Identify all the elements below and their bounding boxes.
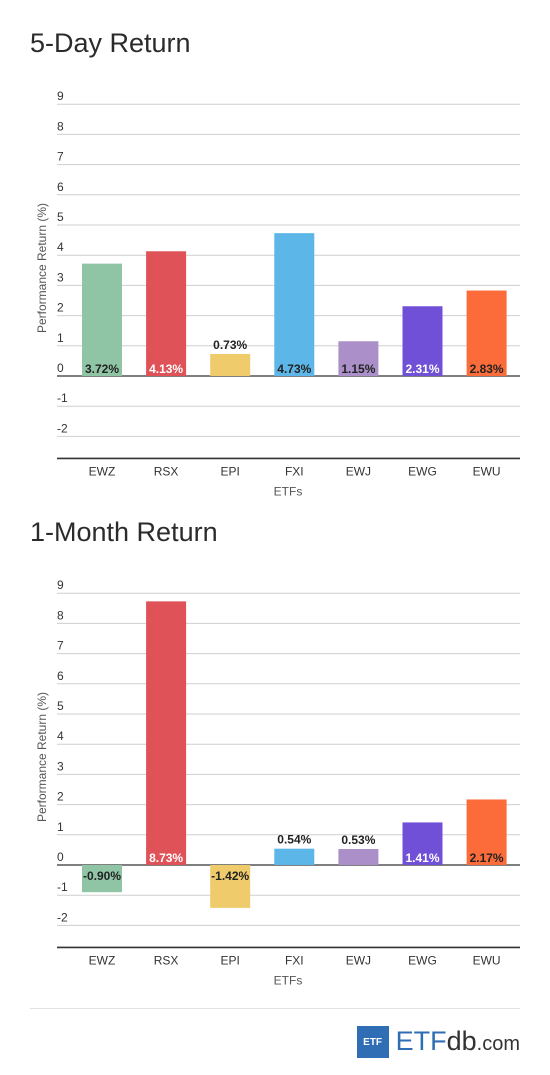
data-label: 2.17% [470, 851, 504, 865]
x-axis-title: ETFs [274, 484, 303, 498]
data-label: 3.72% [85, 362, 119, 376]
bar-ewg [402, 822, 443, 865]
y-axis-title: Performance Return (%) [35, 692, 49, 822]
y-tick-label: 0 [57, 850, 64, 864]
bar-epi [210, 353, 251, 376]
y-tick-label: 6 [57, 180, 64, 194]
bar-ewg [402, 306, 443, 376]
data-label: 1.41% [405, 851, 439, 865]
bar-fxi [274, 233, 315, 376]
x-tick-label: EWG [408, 464, 437, 478]
data-label: 0.53% [341, 833, 375, 847]
y-tick-label: 8 [57, 119, 64, 133]
y-tick-label: 4 [57, 240, 64, 254]
data-label: 2.83% [470, 362, 504, 376]
x-tick-label: EWZ [89, 953, 116, 967]
data-label: -0.90% [83, 869, 121, 883]
x-axis-title: ETFs [274, 973, 303, 987]
y-tick-label: -2 [57, 421, 68, 435]
x-tick-label: FXI [285, 953, 304, 967]
bar-ewz [82, 865, 122, 893]
logo-brand-com: .com [476, 1032, 520, 1055]
logo-brand-db: db [446, 1025, 477, 1056]
y-tick-label: 6 [57, 669, 64, 683]
x-tick-label: EPI [221, 464, 240, 478]
bar-ewu [466, 799, 507, 865]
etfdb-logo[interactable]: ETF ETFdb.com [356, 1025, 520, 1060]
x-tick-label: EWJ [346, 953, 371, 967]
x-tick-label: RSX [154, 953, 179, 967]
logo-brand: ETF [395, 1025, 447, 1056]
y-tick-label: 5 [57, 210, 64, 224]
bar-epi [210, 865, 251, 908]
y-tick-label: 1 [57, 331, 64, 345]
data-label: 2.31% [405, 362, 439, 376]
x-tick-label: RSX [154, 464, 179, 478]
y-tick-label: 9 [57, 89, 64, 103]
data-label: 0.73% [213, 338, 247, 352]
data-label: 1.15% [341, 362, 375, 376]
y-tick-label: -1 [57, 391, 68, 405]
y-tick-label: -1 [57, 880, 68, 894]
bar-ewz [82, 263, 122, 376]
y-tick-label: 8 [57, 608, 64, 622]
y-tick-label: 4 [57, 729, 64, 743]
y-tick-label: 7 [57, 150, 64, 164]
bar-ewu [466, 290, 507, 376]
bar-fxi [274, 848, 315, 865]
y-tick-label: 1 [57, 820, 64, 834]
y-tick-label: 5 [57, 699, 64, 713]
data-label: -1.42% [211, 869, 249, 883]
footer-divider [30, 1008, 520, 1009]
logo-wordmark: ETFdb.com [396, 1025, 520, 1060]
logo-badge: ETF [356, 1026, 389, 1058]
y-axis-title: Performance Return (%) [35, 203, 49, 333]
data-label: 8.73% [149, 851, 183, 865]
x-tick-label: EWU [473, 953, 501, 967]
bar-ewj [338, 848, 379, 865]
x-tick-label: EWU [473, 464, 501, 478]
data-label: 4.13% [149, 362, 183, 376]
data-label: 4.73% [277, 362, 311, 376]
x-tick-label: EPI [221, 953, 240, 967]
x-tick-label: EWZ [89, 464, 116, 478]
data-label: 0.54% [277, 833, 311, 847]
y-tick-label: 3 [57, 759, 64, 773]
y-tick-label: 3 [57, 270, 64, 284]
x-tick-label: EWJ [346, 464, 371, 478]
chart-title: 5-Day Return [30, 28, 191, 58]
bar-ewj [338, 341, 379, 376]
bar-chart-svg: 9 8 7 6 5 4 3 2 1 0 -1 -2 3.72% EWZ 4.13% RSX 0.73% EPI 4.… [35, 89, 520, 498]
x-tick-label: FXI [285, 464, 304, 478]
y-tick-label: 0 [57, 361, 64, 375]
y-tick-label: 9 [57, 578, 64, 592]
y-tick-label: 2 [57, 301, 64, 315]
y-tick-label: 7 [57, 639, 64, 653]
bar-chart-svg: 9 8 7 6 5 4 3 2 1 0 -1 -2 -0.90% EWZ 8.73% RSX -1.42% EPI… [35, 578, 520, 987]
bar-rsx [146, 601, 187, 865]
x-tick-label: EWG [408, 953, 437, 967]
chart-title: 1-Month Return [30, 517, 218, 547]
bar-rsx [146, 251, 187, 376]
y-tick-label: 2 [57, 790, 64, 804]
y-tick-label: -2 [57, 910, 68, 924]
